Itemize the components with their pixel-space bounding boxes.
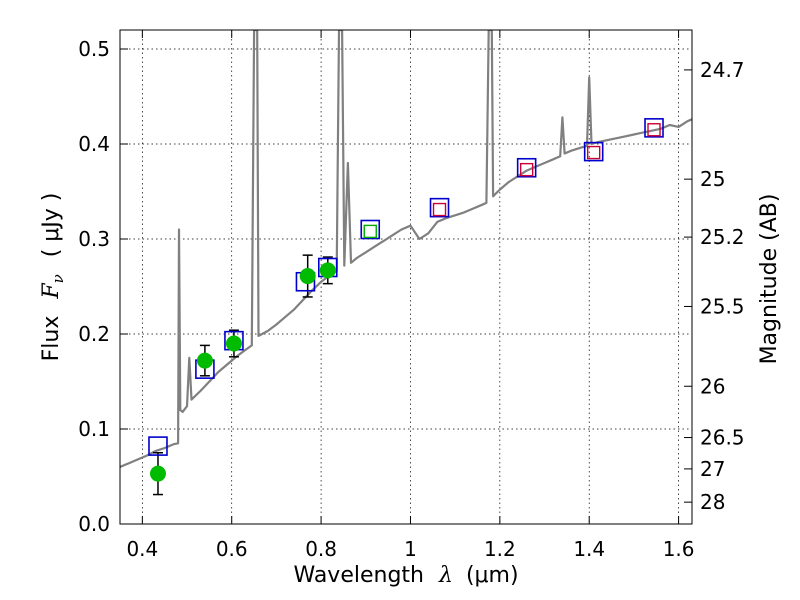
grid	[120, 30, 692, 525]
model-box	[360, 219, 381, 240]
x-tick-label: 0.6	[216, 537, 248, 561]
model-box	[516, 157, 537, 178]
spectrum-series	[120, 30, 692, 469]
y-tick-label: 0.2	[78, 322, 110, 346]
y-axis-title: Flux Fν ( μJy )	[39, 193, 69, 362]
x-axis-title-prefix: Wavelength	[293, 563, 424, 588]
observed-point	[319, 262, 336, 279]
plot-area	[120, 30, 692, 496]
x-tick-label: 1.4	[573, 537, 605, 561]
y-axis-title-subscript: ν	[49, 274, 67, 283]
mag-tick-label: 26.5	[700, 426, 745, 450]
predicted-box	[647, 123, 661, 137]
y-axis-title-symbol: F	[39, 283, 64, 300]
observed-point	[225, 335, 242, 352]
mag-tick-label: 26	[700, 374, 725, 398]
plot-frame	[119, 29, 693, 525]
model-box	[644, 118, 664, 138]
model-box	[583, 141, 604, 162]
y2-axis-title: Magnitude (AB)	[757, 194, 782, 365]
y-tick-label: 0.0	[78, 512, 110, 536]
predicted-box	[586, 145, 601, 160]
x-axis-title: Wavelength λ (μm)	[293, 563, 518, 588]
axis-ticks: 0.4 0.6 0.8 1 1.2 1.4 1.6 0.0 0.1 0.2 0.3 0.4 0.5 24.…	[78, 30, 745, 561]
y-tick-label: 0.3	[78, 227, 110, 251]
y-axis-title-prefix: Flux	[39, 316, 64, 362]
x-axis-title-symbol: λ	[438, 563, 453, 588]
spectrum-line	[120, 30, 692, 469]
y-tick-label: 0.4	[78, 132, 110, 156]
mag-tick-label: 24.7	[700, 58, 745, 82]
observed-point	[196, 352, 213, 369]
observed-point	[299, 268, 316, 285]
y-axis-title-unit: ( μJy )	[39, 193, 64, 258]
mag-tick-label: 25.2	[700, 225, 745, 249]
photometry-points	[148, 118, 664, 496]
predicted-box	[432, 202, 447, 217]
predicted-box	[519, 162, 534, 177]
mag-tick-label: 28	[700, 490, 725, 514]
x-axis-title-unit: (μm)	[466, 563, 519, 588]
x-tick-label: 0.8	[305, 537, 337, 561]
y-tick-label: 0.1	[78, 417, 110, 441]
predicted-box	[363, 224, 377, 239]
model-box	[148, 436, 168, 456]
mag-tick-label: 27	[700, 457, 725, 481]
observed-point	[149, 465, 166, 482]
y-tick-label: 0.5	[78, 37, 110, 61]
x-tick-label: 1	[404, 537, 417, 561]
model-box	[429, 197, 450, 218]
x-tick-label: 1.6	[663, 537, 695, 561]
mag-tick-label: 25.5	[700, 294, 745, 318]
x-tick-label: 1.2	[484, 537, 516, 561]
mag-tick-label: 25	[700, 167, 725, 191]
x-tick-label: 0.4	[126, 537, 158, 561]
